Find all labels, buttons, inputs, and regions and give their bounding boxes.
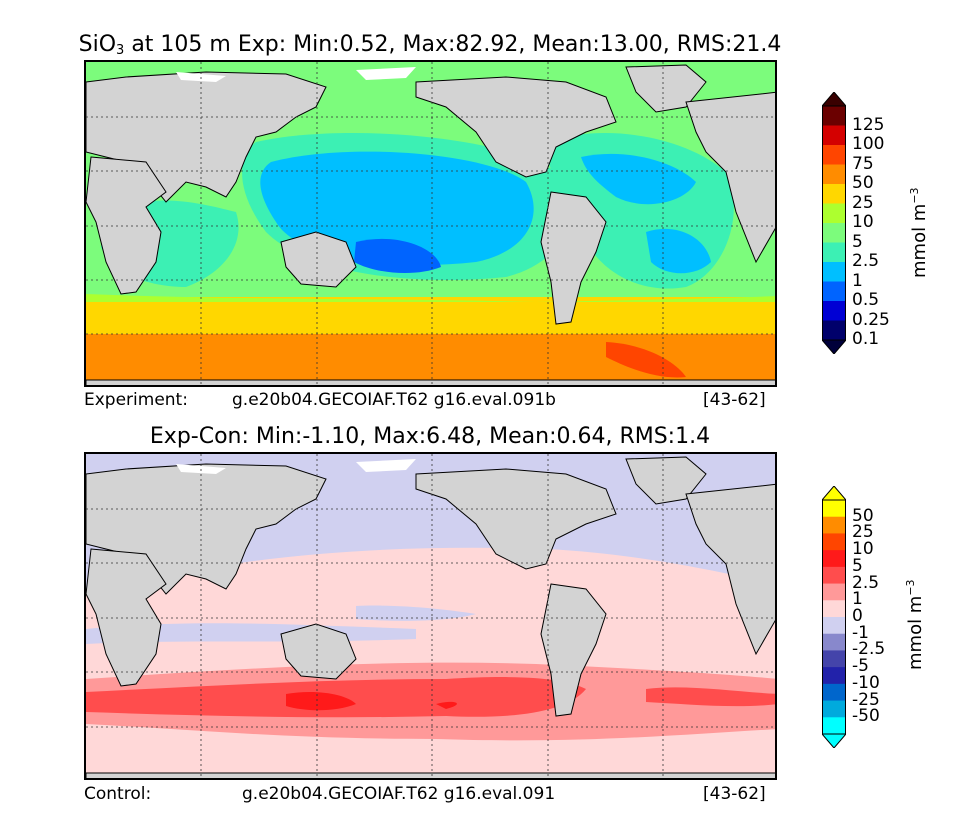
colorbar-tick-label: 75 xyxy=(852,153,874,174)
colorbar-swatch xyxy=(822,320,846,341)
colorbar-tick-label: 0.5 xyxy=(852,290,880,310)
title-subscript: 3 xyxy=(116,43,125,58)
colorbar-swatch xyxy=(822,650,846,668)
control-label: Control: xyxy=(84,784,152,804)
colorbar-swatch xyxy=(822,533,846,551)
difference-colorbar-unit: mmol m−3 xyxy=(904,579,926,670)
colorbar-swatch xyxy=(822,301,846,321)
difference-colorbar xyxy=(820,485,848,749)
unit-main: mmol m xyxy=(905,595,926,670)
colorbar-swatch xyxy=(822,600,846,618)
colorbar-tick-label: -1 xyxy=(852,622,869,643)
colorbar-tick-label: 125 xyxy=(852,114,885,135)
colorbar-tick-label: 25 xyxy=(852,522,874,543)
colorbar-swatch xyxy=(822,500,846,518)
colorbar-swatch xyxy=(822,516,846,534)
colorbar-tick-label: 5 xyxy=(852,231,863,252)
colorbar-tick-label: 0.1 xyxy=(852,329,880,349)
colorbar-swatch xyxy=(822,106,846,126)
title-stats: at 105 m Exp: Min:0.52, Max:82.92, Mean:… xyxy=(124,32,782,57)
colorbar-tick-label: 50 xyxy=(852,173,874,193)
experiment-years: [43-62] xyxy=(703,390,766,410)
colorbar-tick-label: 100 xyxy=(852,134,885,154)
colorbar-swatch xyxy=(822,125,846,146)
colorbar-tick-label: 0 xyxy=(852,606,863,626)
colorbar-tick-label: -5 xyxy=(852,656,869,677)
colorbar-swatch xyxy=(822,633,846,651)
colorbar-swatch xyxy=(822,164,846,185)
control-case: g.e20b04.GECOIAF.T62 g16.eval.091 xyxy=(242,784,556,804)
colorbar-tick-label: -10 xyxy=(852,672,880,693)
colorbar-top-arrow xyxy=(820,485,848,501)
colorbar-swatch xyxy=(822,223,846,243)
colorbar-swatch xyxy=(822,281,846,302)
colorbar-swatch xyxy=(822,717,846,735)
experiment-map xyxy=(84,60,777,387)
colorbar-swatch xyxy=(822,242,846,263)
colorbar-swatch xyxy=(822,203,846,224)
experiment-colorbar-unit: mmol m−3 xyxy=(908,187,930,278)
colorbar-tick-label: 1 xyxy=(852,589,863,610)
colorbar-tick-label: 50 xyxy=(852,505,874,526)
colorbar-tick-label: 10 xyxy=(852,539,874,560)
colorbar-swatch xyxy=(822,617,846,635)
colorbar-swatch xyxy=(822,683,846,702)
title-var: SiO xyxy=(78,32,117,57)
experiment-colorbar xyxy=(820,91,848,355)
colorbar-swatch xyxy=(822,667,846,685)
colorbar-tick-label: 10 xyxy=(852,212,874,232)
colorbar-tick-label: 5 xyxy=(852,555,863,576)
colorbar-tick-label: -50 xyxy=(852,706,880,727)
colorbar-swatch xyxy=(822,700,846,718)
colorbar-bottom-arrow xyxy=(820,339,848,355)
bottom-title: Exp-Con: Min:-1.10, Max:6.48, Mean:0.64,… xyxy=(149,424,711,449)
experiment-case: g.e20b04.GECOIAF.T62 g16.eval.091b xyxy=(232,390,556,410)
colorbar-tick-label: -25 xyxy=(852,689,880,710)
control-years: [43-62] xyxy=(703,784,766,804)
colorbar-swatch xyxy=(822,566,846,585)
colorbar-tick-label: 2.5 xyxy=(852,251,880,271)
colorbar-tick-label: 2.5 xyxy=(852,572,880,593)
colorbar-tick-label: 1 xyxy=(852,270,863,291)
colorbar-tick-label: 0.25 xyxy=(852,309,890,330)
unit-exp: −3 xyxy=(904,579,917,596)
experiment-label: Experiment: xyxy=(84,390,188,410)
unit-exp: −3 xyxy=(908,187,921,204)
colorbar-swatch xyxy=(822,583,846,601)
colorbar-tick-label: 25 xyxy=(852,192,874,213)
top-title: SiO3 at 105 m Exp: Min:0.52, Max:82.92, … xyxy=(0,32,860,58)
colorbar-bottom-arrow xyxy=(820,733,848,749)
colorbar-swatch xyxy=(822,184,846,204)
difference-map xyxy=(84,452,777,780)
colorbar-swatch xyxy=(822,262,846,282)
colorbar-top-arrow xyxy=(820,91,848,107)
colorbar-swatch xyxy=(822,145,846,165)
colorbar-tick-label: -2.5 xyxy=(852,639,886,660)
colorbar-swatch xyxy=(822,550,846,568)
unit-main: mmol m xyxy=(909,203,930,278)
